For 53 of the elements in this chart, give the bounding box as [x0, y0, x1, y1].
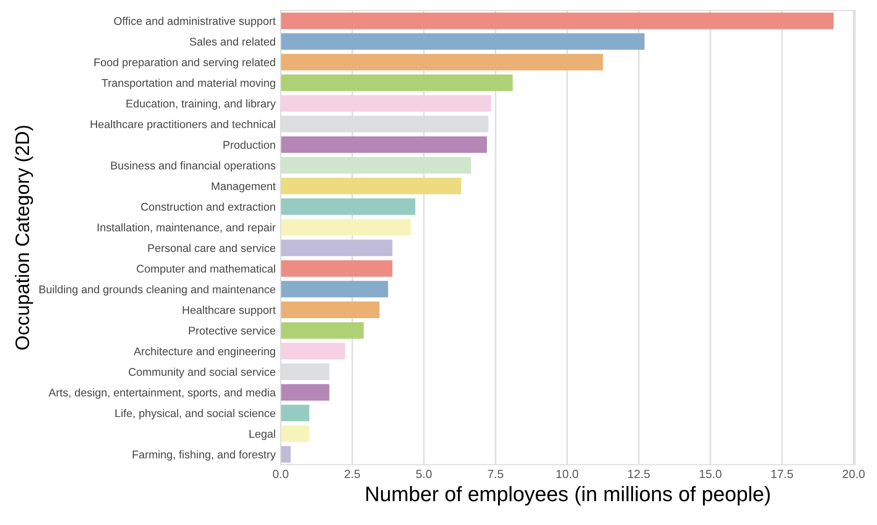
bar [280, 12, 834, 30]
bar [280, 425, 310, 442]
y-tick-label: Legal [250, 430, 276, 440]
y-tick-label: Arts, design, entertainment, sports, and media [48, 388, 276, 399]
bar [280, 302, 380, 318]
x-tick-label: 17.5 [771, 470, 794, 478]
bar [280, 240, 392, 256]
bar [280, 404, 310, 422]
y-tick-label: Transportation and material moving [102, 78, 276, 90]
bar [280, 74, 513, 92]
y-tick-label: Building and grounds cleaning and maintenance [39, 285, 276, 296]
y-tick-label: Office and administrative support [114, 16, 276, 28]
bar [280, 136, 487, 153]
bar [280, 322, 364, 339]
x-tick-label: 10.0 [556, 470, 578, 478]
x-tick-label: 5.0 [416, 470, 432, 478]
y-tick-label: Sales and related [190, 37, 276, 46]
bar [280, 33, 644, 50]
y-tick-label: Food preparation and serving related [94, 58, 276, 68]
bar [280, 178, 462, 194]
y-tick-label: Protective service [189, 326, 276, 335]
y-tick-label: Personal care and service [148, 244, 276, 252]
x-axis-title: Number of employees (in millions of people) [366, 486, 770, 506]
x-tick-label: 0.0 [272, 470, 288, 478]
y-tick-label: Construction and extraction [141, 202, 276, 211]
y-tick-label: Production [224, 140, 276, 149]
bar [280, 384, 330, 401]
y-tick-label: Installation, maintenance, and repair [98, 223, 276, 234]
y-tick-label: Life, physical, and social science [116, 408, 276, 420]
y-tick-label: Computer and mathematical [136, 264, 276, 275]
y-tick-label: Architecture and engineering [134, 347, 276, 358]
y-tick-label: Education, training, and library [126, 99, 276, 110]
bar [280, 54, 603, 70]
x-tick-label: 12.5 [628, 470, 650, 478]
bar [280, 446, 291, 463]
bar [280, 95, 492, 112]
bar [280, 280, 388, 298]
y-axis-title: Occupation Category (2D) [14, 126, 34, 350]
y-tick-label: Management [212, 182, 276, 192]
bar [280, 260, 392, 277]
bar [280, 218, 411, 236]
y-tick-label: Business and financial operations [111, 161, 276, 172]
y-tick-label: Community and social service [128, 368, 276, 378]
bar [280, 198, 416, 215]
y-tick-label: Healthcare practitioners and technical [90, 120, 276, 130]
bar [280, 342, 346, 360]
x-tick-label: 15.0 [700, 470, 722, 478]
x-tick-label: 2.5 [344, 470, 360, 478]
y-tick-label: Farming, fishing, and forestry [132, 450, 276, 461]
x-tick-label: 20.0 [842, 470, 865, 478]
x-tick-label: 7.5 [488, 470, 504, 478]
y-tick-label: Healthcare support [182, 306, 276, 316]
bar [280, 157, 472, 174]
